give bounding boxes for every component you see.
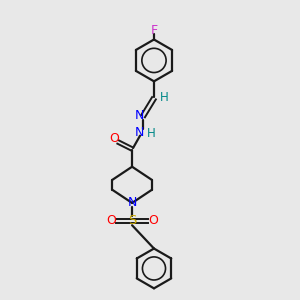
Text: O: O bbox=[109, 132, 119, 145]
Text: S: S bbox=[128, 214, 136, 227]
Text: O: O bbox=[106, 214, 116, 227]
Text: N: N bbox=[135, 109, 144, 122]
Text: H: H bbox=[160, 91, 169, 104]
Text: F: F bbox=[150, 24, 158, 37]
Text: O: O bbox=[148, 214, 158, 227]
Text: N: N bbox=[128, 196, 137, 209]
Text: H: H bbox=[147, 127, 156, 140]
Text: N: N bbox=[135, 126, 144, 139]
